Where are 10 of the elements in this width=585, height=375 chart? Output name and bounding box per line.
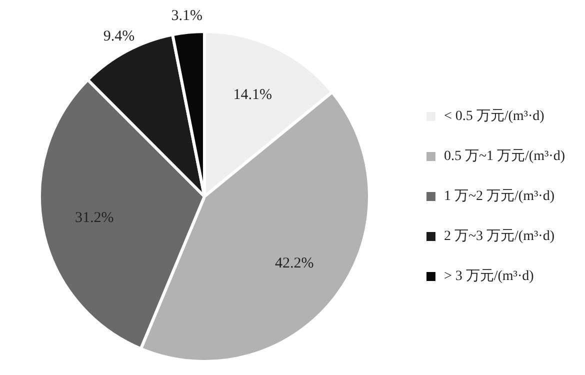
legend-label: 2 万~3 万元/(m³·d) <box>444 229 555 244</box>
data-label: 14.1% <box>233 87 272 104</box>
legend-label: > 3 万元/(m³·d) <box>444 269 534 284</box>
data-label: 9.4% <box>103 28 135 44</box>
legend-label: 0.5 万~1 万元/(m³·d) <box>444 149 566 164</box>
legend-label: 1 万~2 万元/(m³·d) <box>444 189 555 204</box>
data-label: 42.2% <box>275 256 314 272</box>
data-label: 31.2% <box>75 210 114 226</box>
legend-label: < 0.5 万元/(m³·d) <box>444 109 545 124</box>
data-label: 3.1% <box>171 8 202 24</box>
